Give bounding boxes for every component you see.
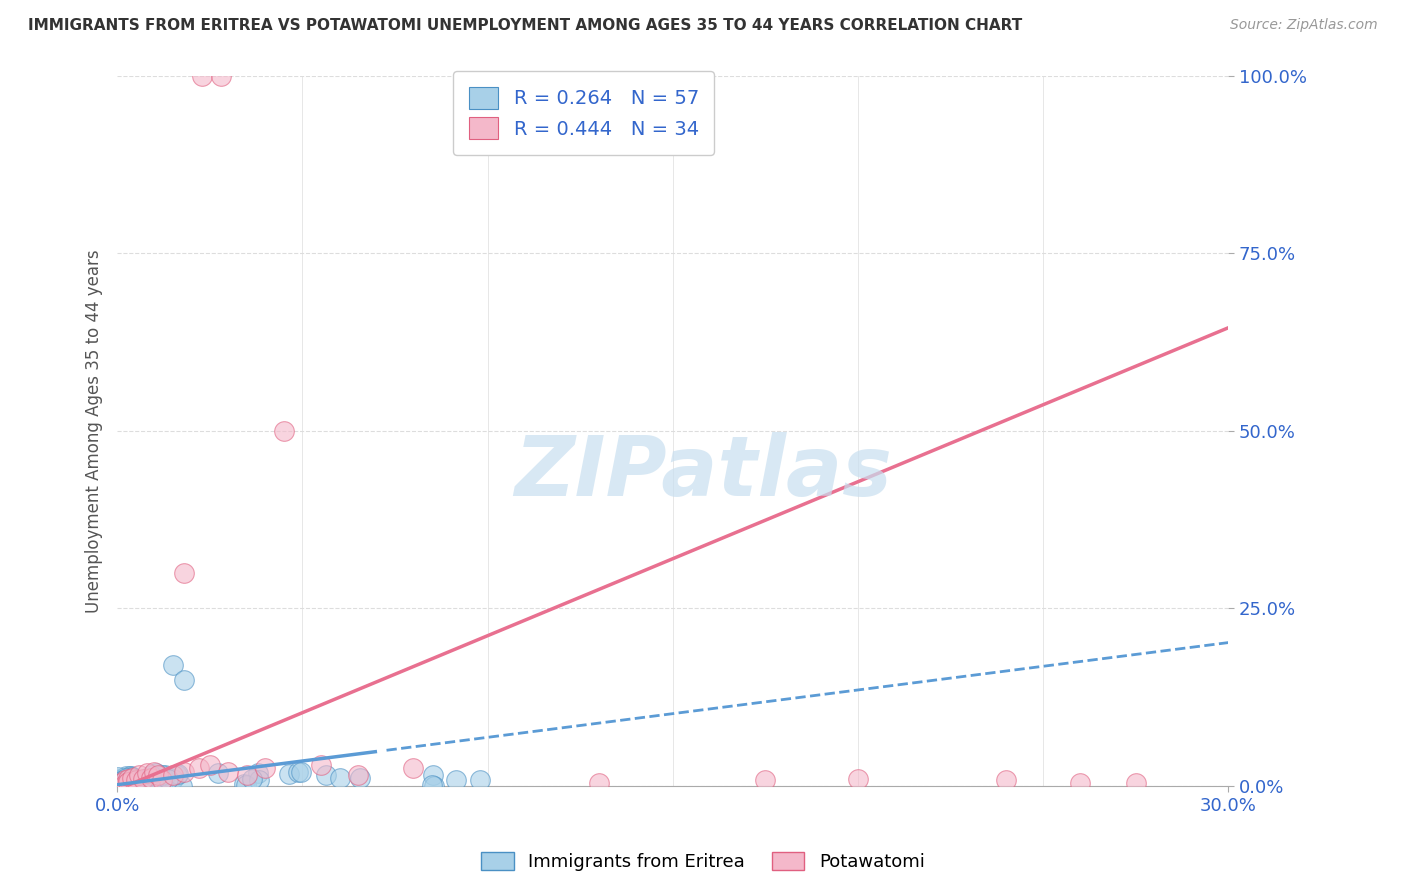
Point — [247, 766, 270, 780]
Point — [110, 776, 132, 790]
Point — [209, 69, 232, 83]
Point — [117, 777, 139, 791]
Point — [273, 424, 295, 438]
Text: IMMIGRANTS FROM ERITREA VS POTAWATOMI UNEMPLOYMENT AMONG AGES 35 TO 44 YEARS COR: IMMIGRANTS FROM ERITREA VS POTAWATOMI UN… — [28, 18, 1022, 33]
Point — [128, 768, 150, 782]
Text: ZIPatlas: ZIPatlas — [515, 433, 891, 513]
Point — [172, 779, 194, 793]
Point — [162, 768, 184, 782]
Point — [146, 768, 169, 782]
Point — [162, 658, 184, 673]
Point — [150, 768, 173, 782]
Point — [423, 779, 446, 793]
Point — [150, 772, 173, 787]
Point — [111, 778, 134, 792]
Point — [114, 771, 136, 785]
Point — [132, 772, 155, 787]
Point — [420, 778, 443, 792]
Point — [115, 779, 138, 793]
Point — [290, 764, 312, 779]
Point — [444, 772, 467, 787]
Point — [422, 768, 444, 782]
Point — [156, 772, 179, 787]
Point — [242, 772, 264, 786]
Point — [124, 774, 146, 789]
Point — [191, 69, 214, 83]
Y-axis label: Unemployment Among Ages 35 to 44 years: Unemployment Among Ages 35 to 44 years — [86, 249, 103, 613]
Point — [112, 774, 135, 789]
Point — [235, 778, 257, 792]
Point — [232, 776, 254, 790]
Point — [120, 769, 142, 783]
Point — [121, 773, 143, 788]
Point — [846, 772, 869, 786]
Point — [153, 768, 176, 782]
Point — [124, 772, 146, 786]
Point — [139, 771, 162, 785]
Point — [110, 774, 132, 789]
Point — [122, 774, 145, 789]
Point — [114, 772, 136, 786]
Point — [107, 772, 129, 787]
Point — [162, 772, 184, 786]
Legend: R = 0.264   N = 57, R = 0.444   N = 34: R = 0.264 N = 57, R = 0.444 N = 34 — [453, 71, 714, 155]
Point — [115, 776, 138, 790]
Point — [117, 772, 139, 786]
Point — [349, 771, 371, 785]
Point — [117, 775, 139, 789]
Point — [754, 773, 776, 788]
Text: Source: ZipAtlas.com: Source: ZipAtlas.com — [1230, 18, 1378, 32]
Point — [173, 673, 195, 687]
Point — [121, 771, 143, 785]
Point — [198, 757, 221, 772]
Point — [118, 769, 141, 783]
Point — [122, 776, 145, 790]
Point — [277, 767, 299, 781]
Point — [114, 777, 136, 791]
Point — [254, 761, 277, 775]
Point — [107, 772, 129, 786]
Point — [125, 773, 148, 788]
Point — [132, 772, 155, 786]
Point — [110, 775, 132, 789]
Point — [995, 773, 1018, 788]
Point — [187, 761, 209, 775]
Point — [217, 764, 239, 779]
Point — [107, 770, 129, 784]
Point — [347, 768, 370, 782]
Point — [207, 766, 229, 780]
Point — [145, 770, 167, 784]
Point — [135, 766, 157, 780]
Point — [329, 772, 352, 786]
Point — [117, 775, 139, 789]
Point — [166, 768, 188, 782]
Point — [247, 772, 270, 787]
Point — [107, 778, 129, 792]
Point — [173, 764, 195, 779]
Point — [143, 764, 166, 779]
Point — [173, 566, 195, 580]
Point — [139, 768, 162, 782]
Point — [236, 768, 259, 782]
Point — [142, 775, 165, 789]
Point — [124, 775, 146, 789]
Point — [470, 773, 492, 788]
Point — [111, 777, 134, 791]
Point — [150, 773, 173, 788]
Point — [309, 757, 332, 772]
Point — [1069, 775, 1091, 789]
Point — [315, 768, 337, 782]
Point — [287, 764, 309, 779]
Point — [402, 761, 425, 775]
Point — [145, 765, 167, 780]
Point — [114, 773, 136, 788]
Point — [167, 766, 190, 780]
Point — [588, 775, 610, 789]
Point — [121, 770, 143, 784]
Point — [115, 769, 138, 783]
Point — [1125, 775, 1147, 789]
Legend: Immigrants from Eritrea, Potawatomi: Immigrants from Eritrea, Potawatomi — [474, 845, 932, 879]
